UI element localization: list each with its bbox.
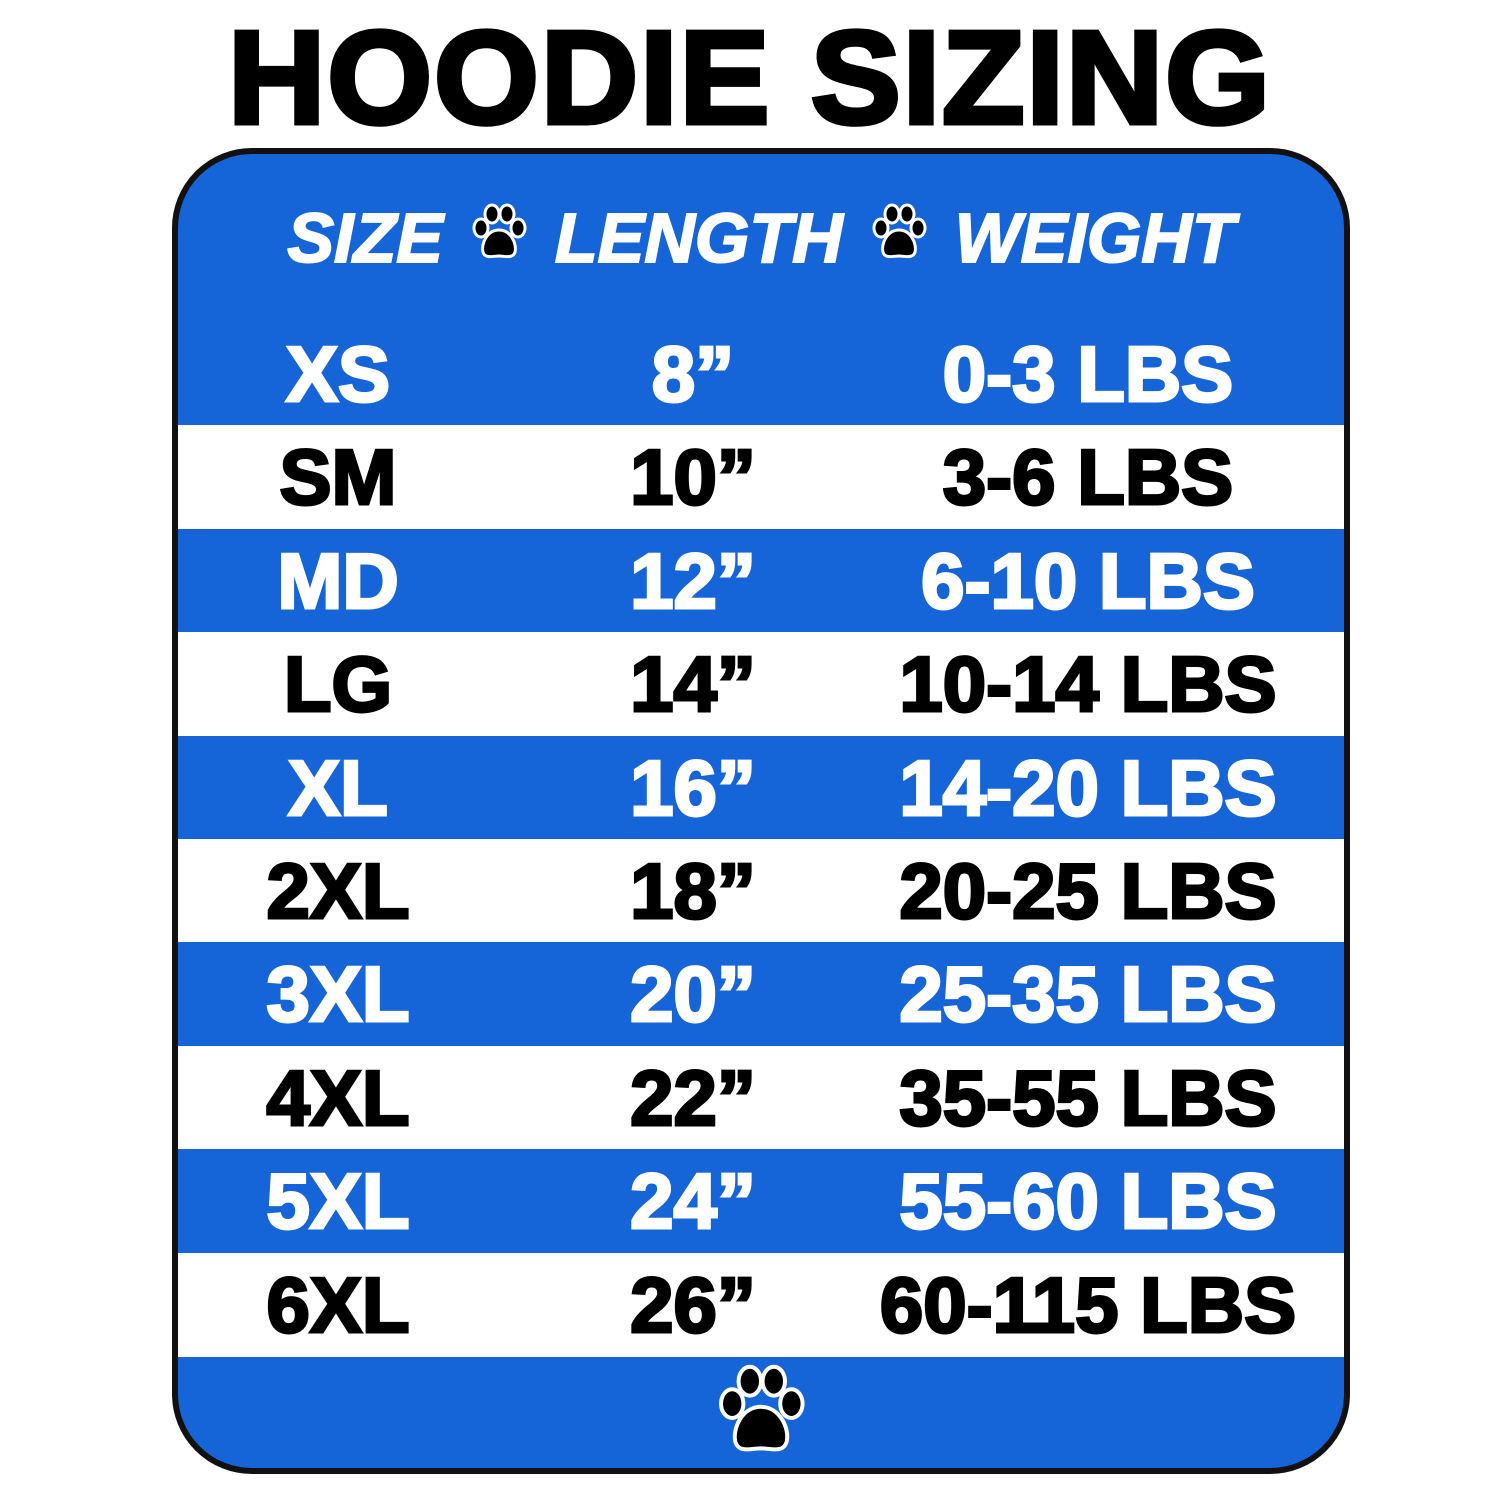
header-weight: WEIGHT bbox=[954, 198, 1236, 278]
table-row: SM 10” 3-6 LBS bbox=[178, 425, 1344, 530]
table-row: 3XL 20” 25-35 LBS bbox=[178, 942, 1344, 1047]
cell-size: 4XL bbox=[265, 1052, 411, 1143]
cell-weight: 6-10 LBS bbox=[920, 535, 1257, 626]
paw-icon bbox=[713, 1362, 809, 1463]
paw-icon bbox=[869, 198, 929, 278]
cell-size: XL bbox=[287, 742, 390, 833]
cell-length: 18” bbox=[629, 846, 758, 937]
table-row: 6XL 26” 60-115 LBS bbox=[178, 1252, 1344, 1357]
cell-size: MD bbox=[276, 535, 400, 626]
table-row: LG 14” 10-14 LBS bbox=[178, 632, 1344, 737]
cell-length: 10” bbox=[629, 432, 758, 523]
cell-weight: 35-55 LBS bbox=[898, 1052, 1278, 1143]
paw-icon bbox=[469, 198, 529, 278]
cell-weight: 25-35 LBS bbox=[898, 949, 1278, 1040]
cell-length: 26” bbox=[629, 1259, 758, 1350]
cell-length: 12” bbox=[629, 535, 758, 626]
cell-weight: 3-6 LBS bbox=[941, 432, 1234, 523]
cell-length: 16” bbox=[629, 742, 758, 833]
cell-size: 6XL bbox=[265, 1259, 411, 1350]
table-row: XS 8” 0-3 LBS bbox=[178, 322, 1344, 426]
cell-length: 8” bbox=[650, 329, 735, 420]
table-row: 5XL 24” 55-60 LBS bbox=[178, 1149, 1344, 1254]
table-row: 2XL 18” 20-25 LBS bbox=[178, 839, 1344, 943]
cell-weight: 60-115 LBS bbox=[878, 1259, 1297, 1350]
table-row: MD 12” 6-10 LBS bbox=[178, 528, 1344, 633]
cell-weight: 14-20 LBS bbox=[898, 742, 1278, 833]
cell-length: 14” bbox=[629, 639, 758, 730]
header-length: LENGTH bbox=[554, 198, 844, 278]
cell-length: 22” bbox=[629, 1052, 758, 1143]
cell-size: 2XL bbox=[265, 846, 411, 937]
cell-weight: 55-60 LBS bbox=[898, 1156, 1278, 1247]
table-footer bbox=[178, 1356, 1344, 1468]
header-size: SIZE bbox=[286, 198, 444, 278]
cell-size: SM bbox=[278, 432, 398, 523]
table-row: 4XL 22” 35-55 LBS bbox=[178, 1045, 1344, 1150]
table-row: XL 16” 14-20 LBS bbox=[178, 735, 1344, 840]
cell-length: 20” bbox=[629, 949, 758, 1040]
cell-size: 3XL bbox=[265, 949, 411, 1040]
cell-length: 24” bbox=[629, 1156, 758, 1247]
cell-size: 5XL bbox=[265, 1156, 411, 1247]
cell-size: XS bbox=[284, 329, 391, 420]
cell-weight: 10-14 LBS bbox=[898, 639, 1278, 730]
cell-weight: 0-3 LBS bbox=[941, 329, 1234, 420]
table-header: SIZE LENGTH WEIGHT bbox=[178, 154, 1344, 322]
sizing-table: SIZE LENGTH WEIGHT XS 8” 0-3 LBS SM 10” 3-6 L… bbox=[172, 148, 1350, 1474]
cell-weight: 20-25 LBS bbox=[898, 846, 1278, 937]
cell-size: LG bbox=[282, 639, 393, 730]
